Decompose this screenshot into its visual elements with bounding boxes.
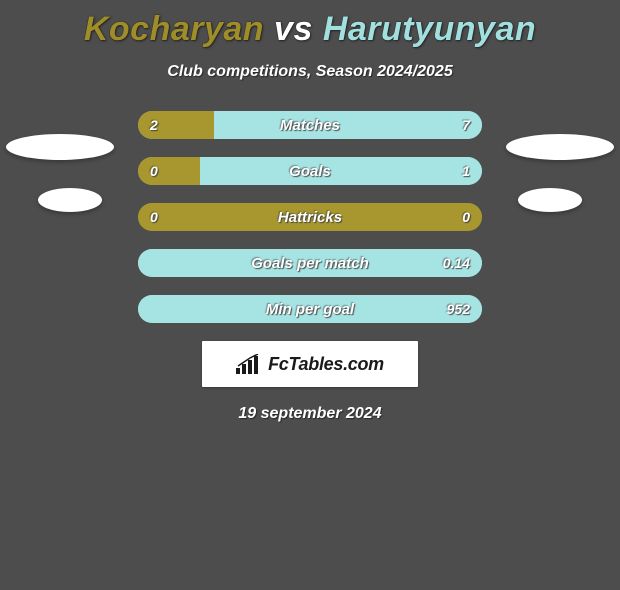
stat-bar-right	[200, 157, 482, 185]
stat-row: 0.14Goals per match	[138, 249, 482, 277]
stat-row: 01Goals	[138, 157, 482, 185]
player2-name: Harutyunyan	[323, 10, 536, 48]
player-badge	[518, 188, 582, 212]
bars-icon	[236, 354, 262, 374]
stat-row: 27Matches	[138, 111, 482, 139]
player1-name: Kocharyan	[84, 10, 264, 48]
stat-bar-right	[214, 111, 482, 139]
player-badge	[506, 134, 614, 160]
stats-container: 27Matches 01Goals 00Hattricks 0.14Goals per…	[138, 111, 482, 323]
player-badge	[38, 188, 102, 212]
stat-row: 00Hattricks	[138, 203, 482, 231]
stat-bar-left	[138, 203, 482, 231]
date-text: 19 september 2024	[0, 405, 620, 423]
stat-bar-left	[138, 111, 214, 139]
player-badge	[6, 134, 114, 160]
comparison-title: Kocharyan vs Harutyunyan	[0, 10, 620, 49]
logo-box: FcTables.com	[202, 341, 418, 387]
stat-bar-left	[138, 157, 200, 185]
logo-inner: FcTables.com	[236, 354, 384, 375]
subtitle: Club competitions, Season 2024/2025	[0, 63, 620, 81]
logo-text: FcTables.com	[268, 354, 384, 375]
stat-row: 952Min per goal	[138, 295, 482, 323]
stat-bar-right	[138, 295, 482, 323]
vs-text: vs	[274, 10, 313, 48]
stat-bar-right	[138, 249, 482, 277]
